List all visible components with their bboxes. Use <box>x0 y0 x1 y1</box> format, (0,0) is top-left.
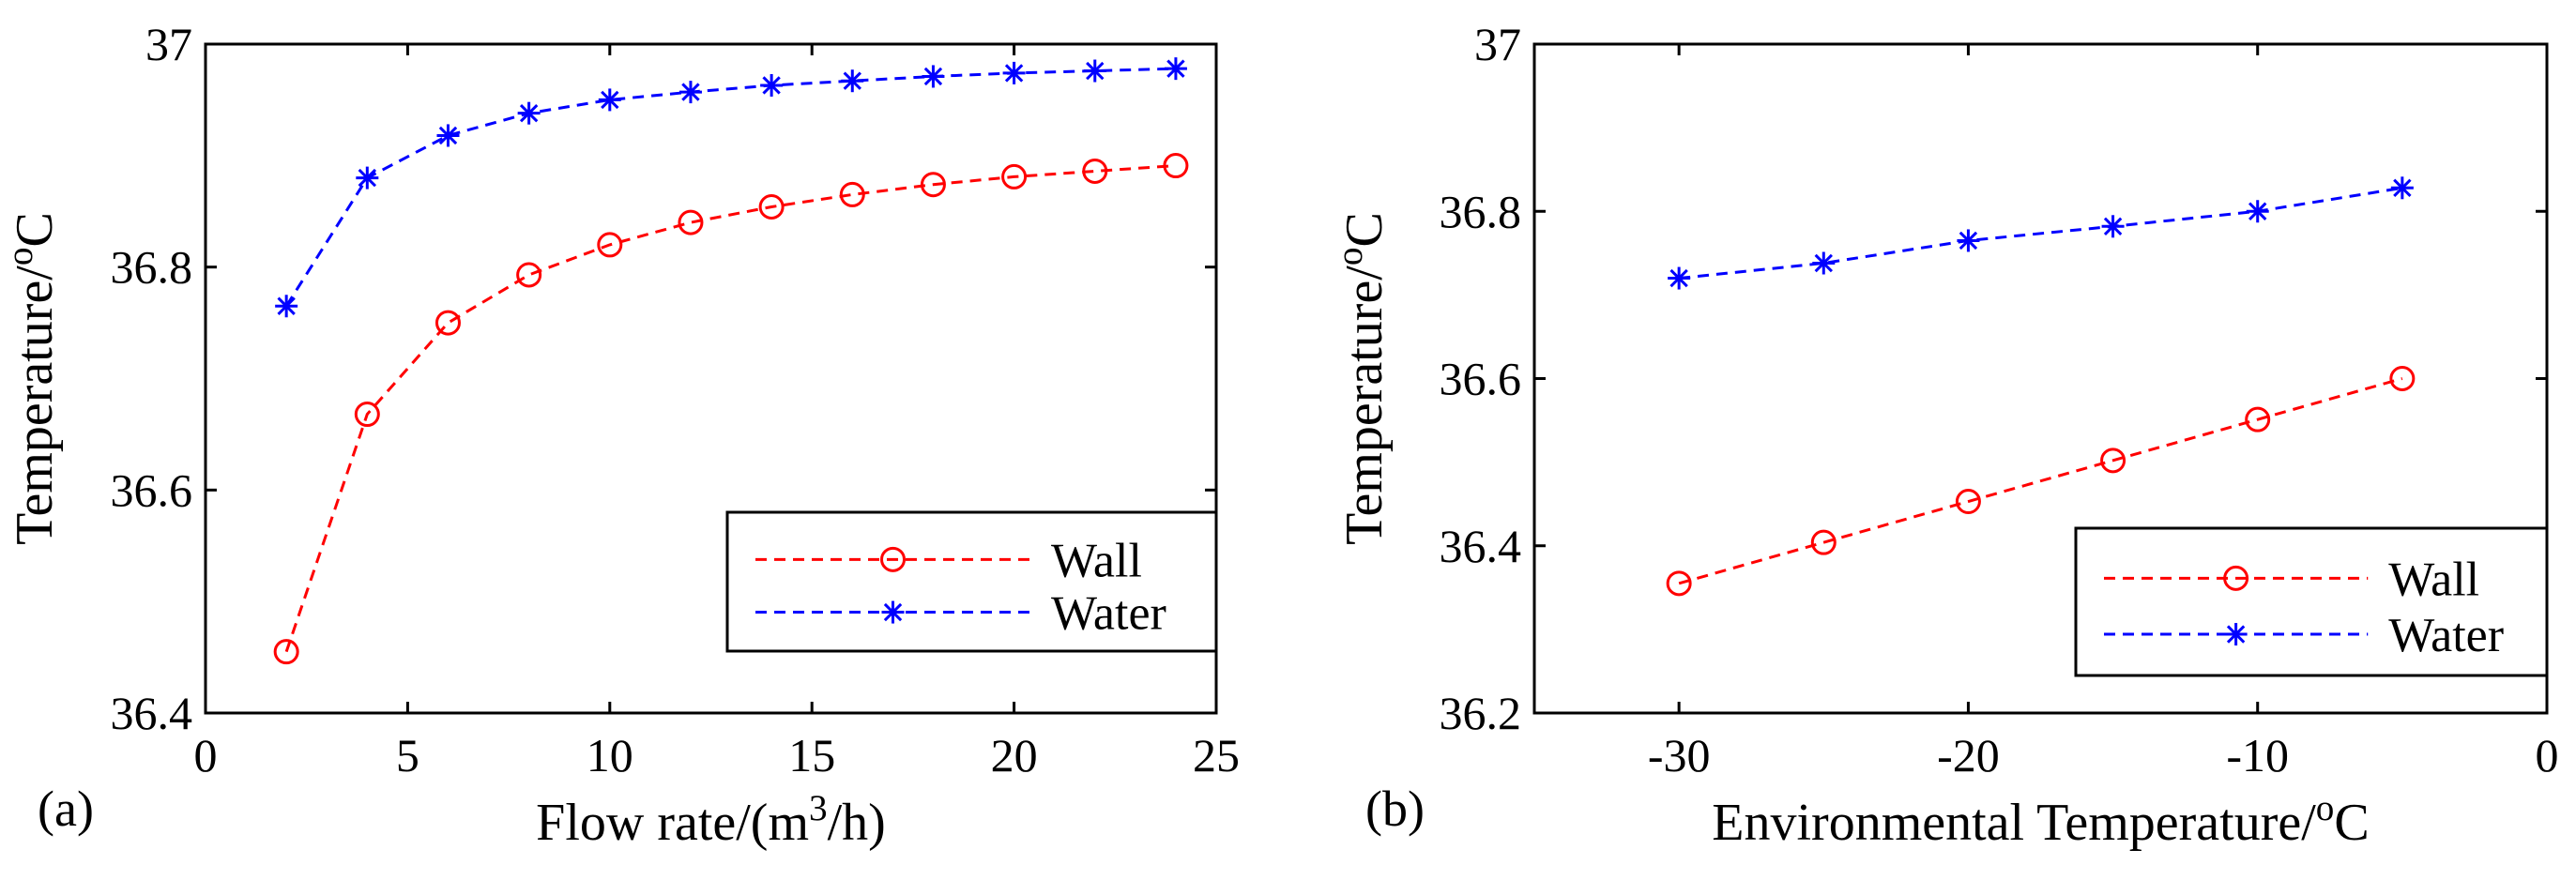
data-point-water <box>2246 200 2269 223</box>
label-superscript: o <box>0 248 40 266</box>
label-part: Environmental Temperature/ <box>1712 794 2316 852</box>
x-tick-label: 20 <box>991 729 1038 781</box>
y-tick-label: 36.6 <box>111 463 193 516</box>
legend-marker-wall <box>880 546 907 572</box>
legend-box <box>2074 526 2549 677</box>
data-point-wall <box>2245 406 2271 432</box>
legend-label-water: Water <box>1051 587 1166 641</box>
label-part: C <box>2334 794 2369 852</box>
y-axis-label: Temperature/oC <box>0 212 64 545</box>
label-superscript: o <box>2316 788 2335 828</box>
data-point-water <box>2390 176 2414 200</box>
y-tick-label: 36.6 <box>1440 353 1522 405</box>
data-point-water <box>1668 266 1691 290</box>
x-tick-label: -30 <box>1648 729 1711 781</box>
y-tick-label: 36.8 <box>111 241 193 294</box>
x-tick-label: -20 <box>1937 729 2000 781</box>
series-line-water <box>1678 186 2403 281</box>
data-point-water <box>678 81 702 104</box>
x-axis-label: Flow rate/(m3/h) <box>536 788 886 853</box>
data-point-wall <box>839 181 865 207</box>
y-tick-label: 36.2 <box>1440 687 1522 739</box>
data-point-wall <box>354 402 380 428</box>
series-wall <box>273 153 1189 665</box>
y-tick-label: 36.4 <box>111 687 193 739</box>
label-superscript: o <box>1330 248 1370 266</box>
legend-box <box>725 510 1218 653</box>
x-tick-label: -10 <box>2226 729 2289 781</box>
label-part: Flow rate/(m <box>536 794 809 852</box>
data-point-water <box>1812 251 1836 275</box>
x-tick-label: 15 <box>788 729 835 781</box>
data-point-water <box>760 73 784 97</box>
data-point-wall <box>434 310 461 336</box>
data-point-water <box>517 101 541 125</box>
legend-label-wall: Wall <box>1051 534 1142 587</box>
legend-marker-wall <box>2223 565 2249 591</box>
data-point-water <box>922 65 945 88</box>
chart-panel-a: 0 5 10 15 20 25 36.4 36.6 36.8 37 Flow rate/(m3/h)… <box>0 18 1240 852</box>
panel-label: (b) <box>1365 781 1425 837</box>
data-point-wall <box>516 262 542 288</box>
data-point-water <box>2101 215 2125 238</box>
data-point-wall <box>758 193 785 220</box>
label-part: C <box>1335 212 1394 247</box>
label-part: /h) <box>828 794 886 852</box>
data-point-water <box>1083 59 1106 83</box>
label-part: Temperature/ <box>1335 266 1394 545</box>
y-tick-label: 37 <box>145 18 192 70</box>
data-point-water <box>436 124 460 147</box>
data-point-wall <box>1001 163 1028 190</box>
x-tick-label: 0 <box>194 729 218 781</box>
data-point-wall <box>597 232 623 258</box>
data-point-water <box>275 295 298 318</box>
x-tick-label: 5 <box>396 729 419 781</box>
x-tick-label: 10 <box>587 729 633 781</box>
label-part: Temperature/ <box>6 266 64 545</box>
y-tick-label: 36.8 <box>1440 185 1522 237</box>
data-point-wall <box>2100 448 2126 474</box>
label-part: C <box>6 212 64 247</box>
series-line-water <box>284 67 1176 308</box>
panel-label: (a) <box>38 781 94 837</box>
series-wall <box>1666 366 2416 597</box>
label-superscript: 3 <box>809 788 828 828</box>
data-point-wall <box>678 209 704 235</box>
data-point-wall <box>273 639 299 665</box>
data-point-wall <box>1082 158 1108 184</box>
x-tick-label: 25 <box>1193 729 1240 781</box>
data-point-wall <box>2389 366 2416 391</box>
y-axis-label: Temperature/oC <box>1330 212 1395 545</box>
data-point-wall <box>920 172 946 198</box>
data-point-wall <box>1955 489 1981 515</box>
x-axis-label: Environmental Temperature/oC <box>1712 788 2369 853</box>
data-point-wall <box>1666 570 1692 597</box>
legend-label-water: Water <box>2388 609 2504 662</box>
legend-label-wall: Wall <box>2388 553 2479 606</box>
data-point-water <box>1002 61 1026 84</box>
data-point-water <box>841 69 864 93</box>
data-point-wall <box>1810 529 1837 555</box>
x-tick-label: 0 <box>2536 729 2559 781</box>
series-water <box>275 57 1187 318</box>
data-point-water <box>356 166 379 190</box>
legend-marker-water <box>2224 623 2248 646</box>
chart-panel-b: -30 -20 -10 0 36.2 36.4 36.6 36.8 37 Environmenta… <box>1330 18 2559 852</box>
series-line-wall <box>1678 377 2403 585</box>
y-tick-label: 37 <box>1474 18 1521 70</box>
series-water <box>1668 176 2414 290</box>
y-tick-label: 36.4 <box>1440 520 1522 572</box>
data-point-water <box>598 88 621 112</box>
plot-area-frame <box>204 42 1218 715</box>
data-point-water <box>1164 57 1187 81</box>
data-point-water <box>1957 229 1980 252</box>
series-line-wall <box>284 164 1177 653</box>
legend-marker-water <box>881 600 905 624</box>
data-point-wall <box>1163 153 1189 179</box>
